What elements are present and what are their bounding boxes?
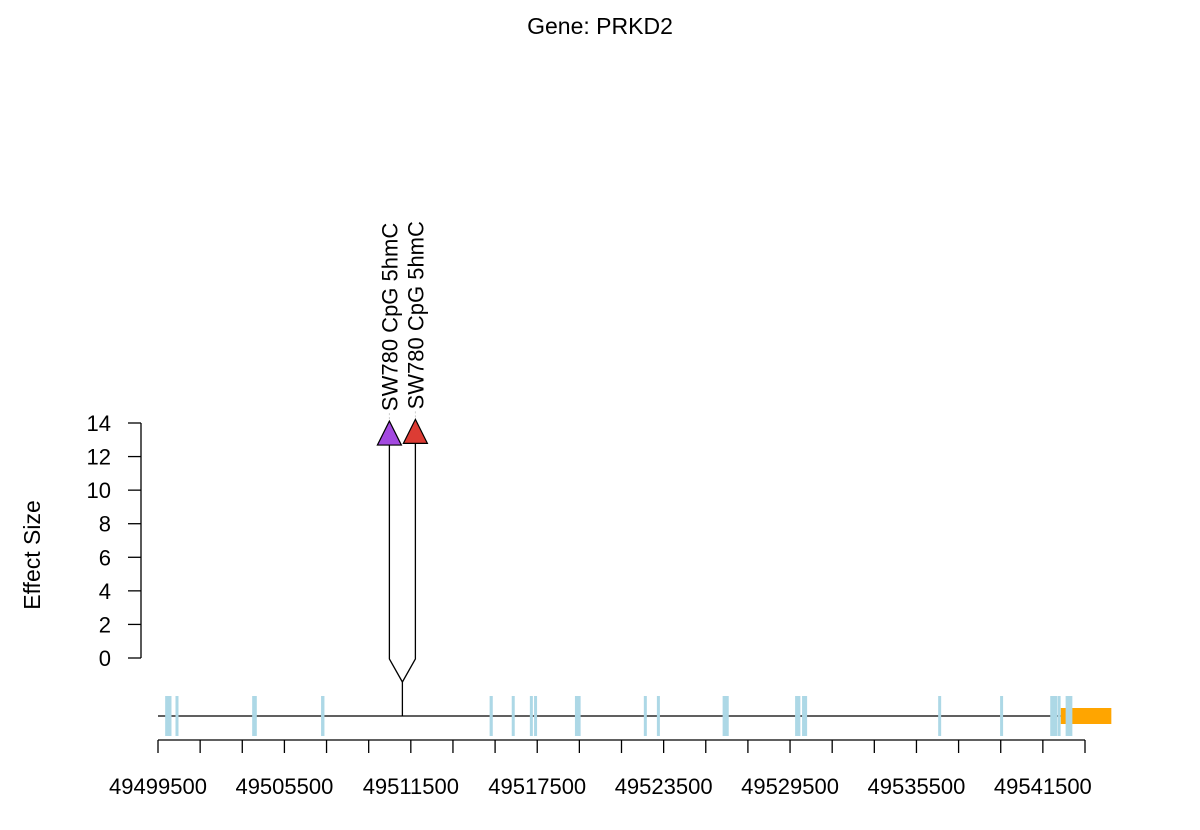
point-labels: SW780 CpG 5hmC SW780 CpG 5hmC xyxy=(377,221,428,420)
y-tick-label: 14 xyxy=(87,411,111,436)
x-tick-label: 49535500 xyxy=(868,774,966,799)
exon-block xyxy=(489,696,493,736)
exon-block xyxy=(795,696,801,736)
point-label: SW780 CpG 5hmC xyxy=(377,223,402,411)
exon-block xyxy=(534,696,538,736)
triangle-marker xyxy=(376,419,403,446)
exon-block xyxy=(656,696,660,736)
y-tick-label: 12 xyxy=(87,445,111,470)
y-axis: 0 2 4 6 8 10 12 14 xyxy=(87,411,142,671)
x-tick-label: 49499500 xyxy=(109,774,207,799)
y-tick-label: 10 xyxy=(87,478,111,503)
x-tick-label: 49517500 xyxy=(488,774,586,799)
x-tick-label: 49523500 xyxy=(615,774,713,799)
point-connector xyxy=(388,445,403,683)
exon-block xyxy=(1000,696,1004,736)
y-tick-label: 6 xyxy=(99,545,111,570)
exon-block xyxy=(511,696,515,736)
y-tick-label: 8 xyxy=(99,512,111,537)
y-tick-label: 2 xyxy=(99,612,111,637)
exon-block xyxy=(574,696,581,736)
x-axis: 49499500 49505500 49511500 49517500 49523500… xyxy=(109,739,1092,799)
exon-block xyxy=(321,696,325,736)
exon-block xyxy=(938,696,942,736)
exon-block xyxy=(722,696,729,736)
exon-block xyxy=(252,696,257,736)
exon-block xyxy=(165,696,172,736)
exon-block xyxy=(175,696,179,736)
exon-block xyxy=(1065,696,1073,736)
data-points xyxy=(376,418,429,446)
exon-block xyxy=(1050,696,1058,736)
point-label: SW780 CpG 5hmC xyxy=(403,221,428,409)
point-connector xyxy=(401,443,417,683)
y-tick-label: 0 xyxy=(99,646,111,671)
y-axis-label: Effect Size xyxy=(19,500,45,610)
gene-track xyxy=(158,696,1112,736)
exon-block xyxy=(643,696,647,736)
x-tick-label: 49541500 xyxy=(994,774,1092,799)
utr-block xyxy=(1060,708,1112,724)
x-tick-label: 49529500 xyxy=(741,774,839,799)
x-tick-label: 49511500 xyxy=(363,774,459,799)
exon-block xyxy=(1057,696,1061,736)
x-tick-label: 49505500 xyxy=(235,774,333,799)
triangle-marker xyxy=(402,418,429,444)
exon-block xyxy=(802,696,808,736)
y-tick-label: 4 xyxy=(99,579,111,604)
chart-title: Gene: PRKD2 xyxy=(527,13,673,39)
exon-block xyxy=(529,696,533,736)
point-connectors xyxy=(388,443,417,716)
